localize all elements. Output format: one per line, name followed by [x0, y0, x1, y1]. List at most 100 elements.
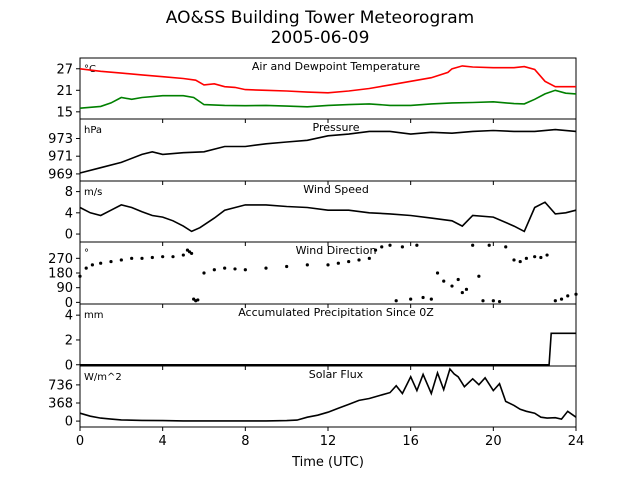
data-point [336, 261, 340, 265]
panel-title: Air and Dewpoint Temperature [252, 60, 420, 73]
y-tick-label: 971 [48, 150, 73, 165]
y-tick-label: 973 [48, 132, 73, 147]
y-tick-label: 4 [65, 309, 73, 324]
data-point [497, 299, 502, 304]
series-line [79, 65, 576, 94]
data-point [533, 255, 537, 259]
y-tick-label: 4 [65, 206, 73, 221]
data-point [233, 267, 237, 271]
y-tick-label: 270 [48, 252, 73, 267]
y-tick-label: 21 [56, 84, 73, 99]
data-point [442, 279, 446, 283]
data-point [512, 258, 516, 262]
panel-title: Solar Flux [309, 368, 364, 381]
x-axis-label: Time (UTC) [291, 455, 364, 470]
y-tick-label: 0 [65, 296, 73, 311]
data-point [481, 299, 485, 303]
data-point [130, 256, 134, 260]
data-point [460, 290, 464, 295]
data-point [90, 263, 94, 267]
panel-title: Accumulated Precipitation Since 0Z [238, 306, 434, 319]
series-line [79, 367, 577, 422]
y-tick-label: 90 [56, 281, 73, 296]
x-tick-label: 24 [568, 434, 585, 449]
panel-unit-label: hPa [84, 125, 102, 136]
data-point [566, 294, 570, 298]
series-line [79, 201, 577, 233]
data-point [190, 251, 194, 256]
x-tick-label: 8 [241, 434, 249, 449]
data-point [78, 274, 82, 278]
y-tick-label: 0 [65, 358, 73, 373]
data-point [243, 268, 247, 272]
y-tick-label: 8 [65, 185, 73, 200]
data-point [553, 299, 557, 303]
data-point [357, 258, 361, 262]
data-point [171, 255, 175, 259]
data-point [559, 297, 564, 301]
series-line [80, 332, 576, 366]
data-point [212, 268, 216, 272]
data-point [456, 277, 460, 282]
panel-title: Wind Speed [303, 183, 369, 196]
data-point [119, 258, 123, 262]
y-tick-label: 0 [65, 415, 73, 430]
data-point [367, 256, 371, 260]
data-point [429, 297, 433, 301]
data-point [202, 271, 206, 275]
y-tick-label: 368 [48, 396, 73, 411]
data-point [373, 248, 378, 252]
data-point [223, 266, 227, 270]
data-point [84, 266, 88, 270]
x-tick-label: 20 [485, 434, 502, 449]
panel-title: Wind Direction [296, 244, 377, 257]
data-point [150, 255, 154, 260]
data-point [161, 255, 165, 259]
panel-unit-label: m/s [84, 187, 102, 198]
data-point [415, 243, 419, 247]
data-point [450, 284, 454, 288]
panel-unit-label: mm [84, 310, 103, 321]
data-point [435, 271, 440, 275]
x-tick-label: 0 [76, 434, 84, 449]
y-tick-label: 736 [48, 378, 73, 393]
data-point [574, 292, 578, 296]
data-point [477, 274, 481, 278]
data-point [388, 243, 392, 247]
x-tick-label: 4 [159, 434, 167, 449]
data-point [409, 297, 413, 301]
data-point [400, 245, 404, 249]
data-point [109, 259, 113, 264]
data-point [539, 255, 543, 260]
data-point [491, 299, 495, 303]
data-point [394, 299, 398, 303]
y-tick-label: 180 [48, 267, 73, 282]
data-point [421, 295, 425, 300]
data-point [545, 253, 549, 257]
series-line [79, 89, 577, 109]
y-tick-label: 0 [65, 228, 73, 243]
data-point [264, 266, 268, 270]
data-point [305, 263, 309, 267]
y-tick-label: 27 [56, 62, 73, 77]
data-point [487, 243, 491, 247]
data-point [181, 253, 185, 257]
data-point [196, 298, 200, 302]
data-point [99, 261, 103, 265]
chart-subtitle: 2005-06-09 [270, 28, 370, 48]
panel-unit-label: ° [84, 248, 89, 259]
y-tick-label: 969 [48, 167, 73, 182]
data-point [524, 256, 529, 260]
x-tick-label: 16 [402, 434, 419, 449]
data-point [518, 259, 522, 264]
panel-unit-label: W/m^2 [84, 372, 122, 383]
data-point [140, 256, 144, 260]
series-line [79, 128, 577, 174]
data-point [471, 243, 475, 247]
data-point [326, 263, 330, 267]
data-point [504, 245, 508, 249]
y-tick-label: 15 [56, 105, 73, 120]
panel-title: Pressure [313, 121, 360, 134]
chart-title: AO&SS Building Tower Meteorogram [165, 8, 475, 28]
